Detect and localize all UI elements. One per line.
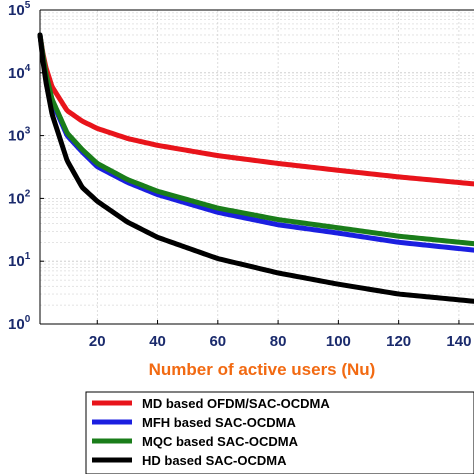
y-tick-label: 100: [8, 314, 31, 333]
series-line-3: [37, 32, 474, 247]
y-tick-label: 104: [8, 63, 31, 82]
x-tick-label: 60: [209, 333, 226, 350]
legend-label: MD based OFDM/SAC-OCDMA: [142, 396, 330, 411]
legend-label: MFH based SAC-OCDMA: [142, 415, 296, 430]
y-tick-label: 102: [8, 188, 31, 207]
plot-frame: [39, 9, 474, 325]
x-axis-label: Number of active users (Nu): [149, 360, 376, 379]
x-tick-label: 40: [149, 333, 166, 350]
x-tick-label: 120: [386, 333, 411, 350]
x-tick-label: 80: [270, 333, 287, 350]
plot-background: [40, 10, 474, 324]
x-tick-label: 20: [89, 333, 106, 350]
x-tick-labels: 20 40 60 80 100 120 140: [89, 320, 471, 350]
x-tick-label: 100: [326, 333, 351, 350]
x-tick-label: 140: [446, 333, 471, 350]
y-tick-label: 103: [8, 126, 31, 145]
legend: MD based OFDM/SAC-OCDMA MFH based SAC-OCD…: [85, 391, 474, 474]
y-tick-label: 105: [8, 0, 31, 19]
y-tick-labels: 100 101 102 103 104 105: [8, 0, 44, 333]
legend-label: HD based SAC-OCDMA: [142, 453, 287, 468]
series-lines: [37, 32, 474, 304]
series-line-4: [37, 32, 474, 304]
series-line-1: [37, 32, 474, 187]
legend-label: MQC based SAC-OCDMA: [142, 434, 299, 449]
y-tick-label: 101: [8, 251, 31, 270]
